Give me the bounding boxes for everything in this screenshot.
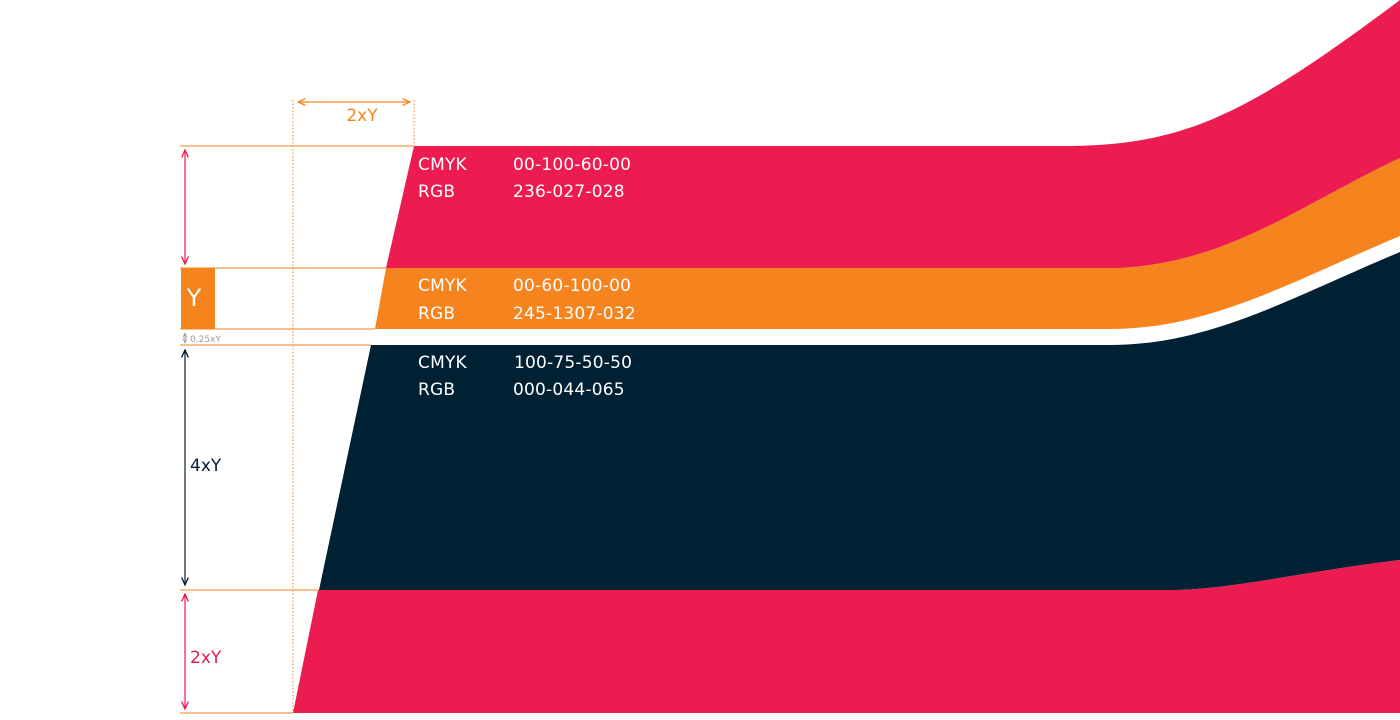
dimension-bottom-height-label: 2xY bbox=[190, 648, 222, 668]
swatch-navy-rgb-label: RGB bbox=[418, 380, 455, 400]
orange-band bbox=[375, 158, 1400, 329]
unit-box-label: Y bbox=[186, 284, 202, 312]
swatch-orange-rgb-label: RGB bbox=[418, 304, 455, 324]
swatch-navy-cmyk-value: 100-75-50-50 bbox=[514, 353, 632, 373]
red-band-bottom bbox=[293, 560, 1400, 713]
navy-band bbox=[319, 252, 1400, 590]
swatch-orange-cmyk-value: 00-60-100-00 bbox=[513, 276, 631, 296]
swatch-red-info: CMYK 00-100-60-00 RGB 236-027-028 bbox=[418, 155, 631, 202]
swatch-navy-rgb-value: 000-044-065 bbox=[513, 380, 625, 400]
red-band-top bbox=[386, 0, 1400, 268]
swatch-red-cmyk-value: 00-100-60-00 bbox=[513, 155, 631, 175]
swatch-red-rgb-value: 236-027-028 bbox=[513, 182, 625, 202]
swatch-orange-info: CMYK 00-60-100-00 RGB 245-1307-032 bbox=[418, 276, 636, 324]
unit-box bbox=[181, 268, 215, 329]
swatch-navy-cmyk-label: CMYK bbox=[418, 353, 468, 373]
swatch-orange-cmyk-label: CMYK bbox=[418, 276, 468, 296]
dimension-navy-height-label: 4xY bbox=[190, 456, 222, 476]
swatch-orange-rgb-value: 245-1307-032 bbox=[513, 304, 636, 324]
dimension-gap-label: 0,25xY bbox=[190, 335, 221, 345]
swatch-red-cmyk-label: CMYK bbox=[418, 155, 468, 175]
swatch-red-rgb-label: RGB bbox=[418, 182, 455, 202]
swatch-navy-info: CMYK 100-75-50-50 RGB 000-044-065 bbox=[418, 353, 632, 400]
dimension-top-width-label: 2xY bbox=[346, 106, 378, 126]
